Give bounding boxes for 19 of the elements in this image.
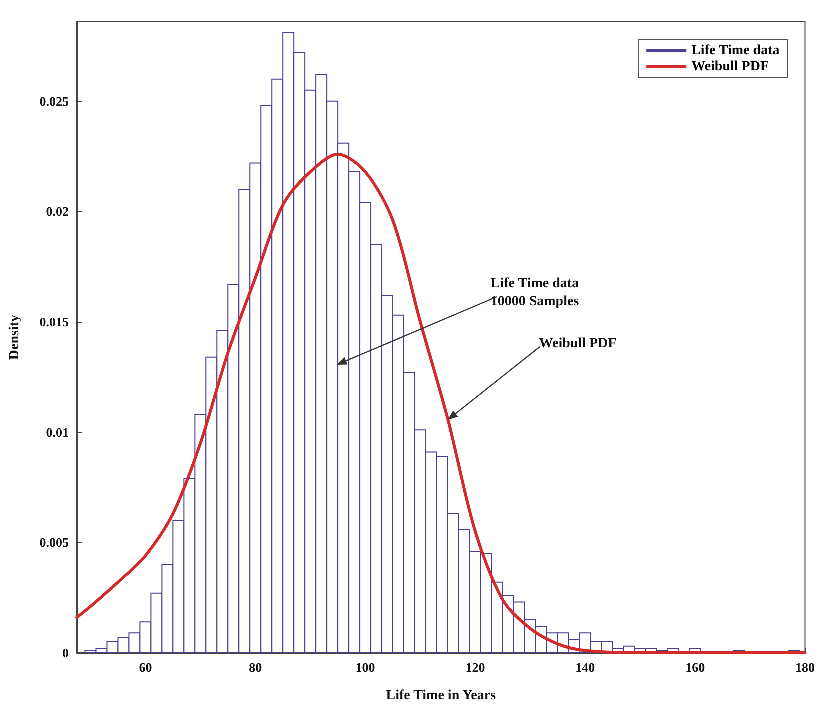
x-tick-label: 160 <box>686 660 706 675</box>
legend-label: Weibull PDF <box>692 60 770 74</box>
y-tick-label: 0.02 <box>46 204 69 220</box>
x-tick-label: 100 <box>356 660 376 675</box>
y-axis-title: Density <box>8 314 22 360</box>
annotation: Life Time data 10000 Samples <box>490 276 580 310</box>
x-tick-label: 180 <box>796 660 815 675</box>
y-tick-label: 0.015 <box>40 314 70 330</box>
y-tick-label: 0 <box>62 646 69 660</box>
x-tick-label: 80 <box>249 660 262 675</box>
legend-label: Life Time data <box>692 44 780 58</box>
y-tick-label: 0.025 <box>40 94 70 109</box>
y-tick-label: 0.005 <box>40 535 70 550</box>
x-tick-label: 140 <box>576 660 596 675</box>
annotation: Weibull PDF <box>539 336 617 352</box>
y-tick-label: 0.01 <box>46 424 69 440</box>
x-axis-title: Life Time in Years <box>386 688 497 704</box>
x-tick-label: 60 <box>139 660 152 675</box>
x-tick-label: 120 <box>466 660 486 675</box>
